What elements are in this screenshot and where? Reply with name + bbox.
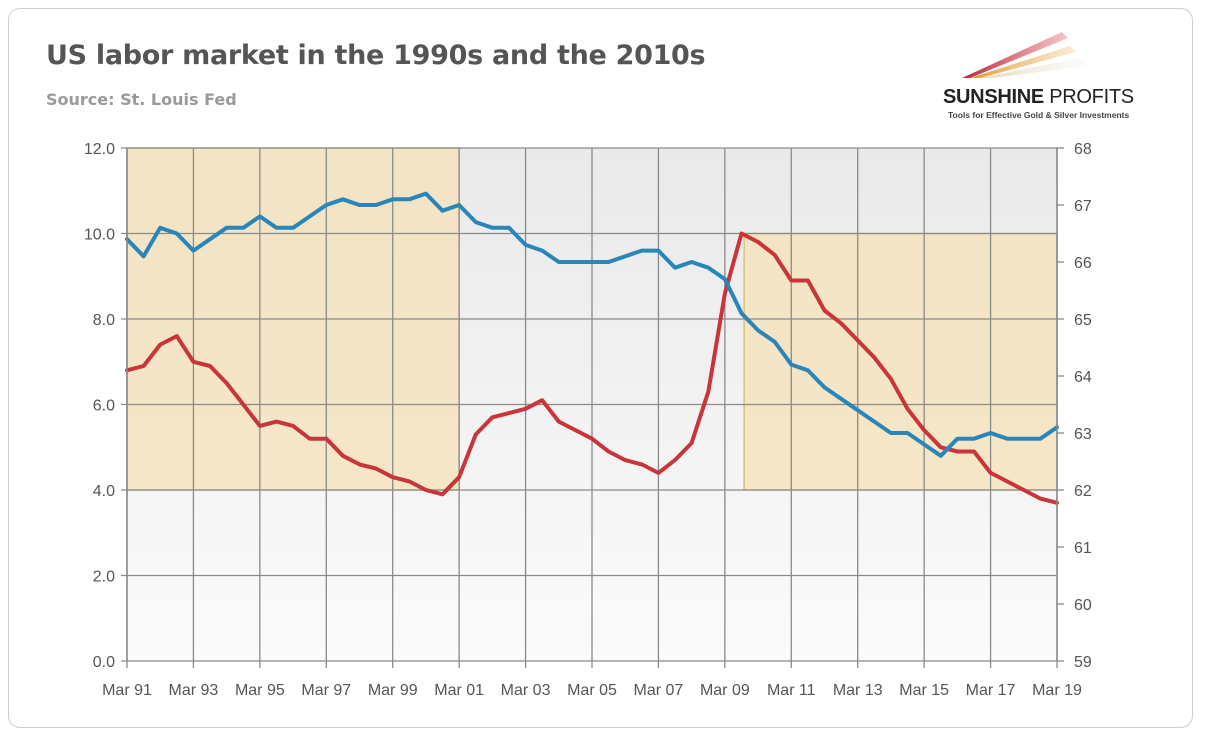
x-tick-label: Mar 91 bbox=[102, 682, 152, 699]
x-tick-label: Mar 97 bbox=[301, 682, 351, 699]
x-tick-label: Mar 15 bbox=[899, 682, 949, 699]
y-right-tick-label: 59 bbox=[1074, 654, 1092, 671]
x-tick-label: Mar 13 bbox=[833, 682, 883, 699]
y-right-tick-label: 66 bbox=[1074, 255, 1092, 272]
x-tick-label: Mar 95 bbox=[235, 682, 285, 699]
chart-source: Source: St. Louis Fed bbox=[46, 90, 237, 109]
sunshine-profits-logo: SUNSHINE PROFITS Tools for Effective Gol… bbox=[940, 26, 1180, 126]
x-tick-label: Mar 99 bbox=[368, 682, 418, 699]
x-tick-label: Mar 11 bbox=[767, 682, 816, 699]
y-left-tick-label: 10.0 bbox=[84, 227, 115, 244]
y-right-tick-label: 62 bbox=[1074, 483, 1092, 500]
y-left-tick-label: 8.0 bbox=[93, 312, 115, 329]
logo-streaks-icon bbox=[962, 32, 1088, 78]
y-left-tick-label: 4.0 bbox=[93, 483, 115, 500]
chart-title: US labor market in the 1990s and the 201… bbox=[46, 40, 706, 71]
y-left-tick-label: 2.0 bbox=[93, 569, 115, 586]
y-right-tick-label: 64 bbox=[1074, 369, 1092, 386]
y-right-tick-label: 63 bbox=[1074, 426, 1092, 443]
x-tick-label: Mar 01 bbox=[434, 682, 484, 699]
y-right-tick-label: 60 bbox=[1074, 597, 1092, 614]
x-tick-label: Mar 19 bbox=[1032, 682, 1082, 699]
y-left-tick-label: 0.0 bbox=[93, 654, 115, 671]
logo-name-light: PROFITS bbox=[1049, 86, 1134, 108]
logo-name-bold: SUNSHINE bbox=[943, 86, 1044, 108]
logo-tagline: Tools for Effective Gold & Silver Invest… bbox=[948, 110, 1130, 120]
y-left-tick-label: 12.0 bbox=[84, 141, 115, 158]
x-tick-label: Mar 93 bbox=[169, 682, 219, 699]
y-left-tick-label: 6.0 bbox=[93, 398, 115, 415]
y-right-tick-label: 65 bbox=[1074, 312, 1092, 329]
y-right-tick-label: 68 bbox=[1074, 141, 1092, 158]
y-right-tick-label: 61 bbox=[1074, 540, 1092, 557]
x-tick-label: Mar 05 bbox=[567, 682, 617, 699]
x-tick-label: Mar 17 bbox=[966, 682, 1016, 699]
x-tick-label: Mar 09 bbox=[700, 682, 750, 699]
x-tick-label: Mar 07 bbox=[634, 682, 684, 699]
shaded-region bbox=[743, 232, 1058, 491]
y-right-tick-label: 67 bbox=[1074, 198, 1092, 215]
x-tick-label: Mar 03 bbox=[501, 682, 551, 699]
